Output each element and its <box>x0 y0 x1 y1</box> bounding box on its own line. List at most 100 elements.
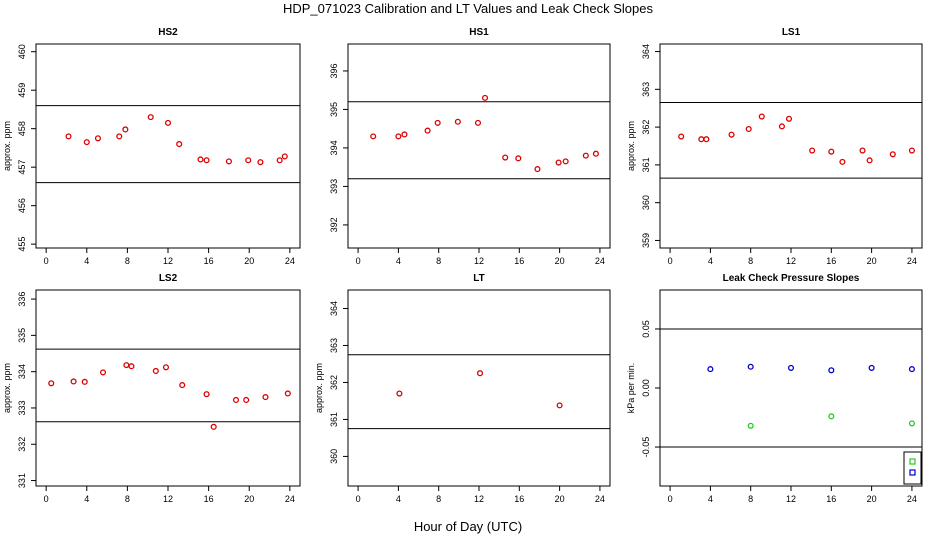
data-point <box>401 131 408 138</box>
x-tick-label: 24 <box>595 494 605 504</box>
x-tick-label: 0 <box>356 256 361 266</box>
x-tick-label: 12 <box>163 256 173 266</box>
data-point <box>123 362 130 369</box>
data-point <box>81 378 88 385</box>
panel-title: LS1 <box>782 27 801 38</box>
x-tick-label: 20 <box>555 494 565 504</box>
panel-2: HS1 0 4 8 12 16 20 24 392 393 394 395 396 <box>329 27 611 266</box>
data-point <box>197 156 204 163</box>
x-tick-label: 24 <box>907 494 917 504</box>
y-axis-label: approx. ppm <box>626 121 636 171</box>
data-point <box>828 367 835 374</box>
data-point <box>99 369 107 376</box>
y-tick-label: 456 <box>17 198 27 213</box>
x-tick-label: 20 <box>244 256 254 266</box>
x-tick-label: 4 <box>708 494 713 504</box>
plot-frame <box>347 43 611 249</box>
data-point <box>908 420 915 427</box>
y-tick-label: 460 <box>17 44 27 59</box>
panel-6: Leak Check Pressure Slopes 0 4 8 12 16 20 24 -0.… <box>626 273 923 504</box>
x-tick-label: 12 <box>786 256 796 266</box>
panel-title: LT <box>473 273 484 284</box>
y-tick-label: -0.05 <box>641 437 651 458</box>
panel-3: LS1 0 4 8 12 16 20 24 359 360 361 362 363 364 approx. … <box>626 27 923 266</box>
data-point <box>70 378 77 385</box>
data-point <box>370 133 377 140</box>
y-tick-label: 457 <box>17 160 27 175</box>
legend-box <box>903 451 922 485</box>
x-tick-label: 0 <box>44 256 49 266</box>
y-tick-label: 364 <box>641 44 651 59</box>
x-tick-label: 20 <box>867 494 877 504</box>
y-tick-label: 394 <box>329 140 339 155</box>
y-tick-label: 332 <box>17 437 27 452</box>
x-tick-label: 16 <box>514 256 524 266</box>
data-point <box>828 148 835 155</box>
data-point <box>866 157 873 164</box>
data-point <box>908 147 915 154</box>
data-point <box>747 363 754 370</box>
x-tick-label: 0 <box>668 494 673 504</box>
panel-5: LT 0 4 8 12 16 20 24 360 361 362 363 364 approx. ppm <box>314 273 611 504</box>
data-point <box>203 157 210 164</box>
panel-1: HS2 0 4 8 12 16 20 24 455 456 457 458 459 460 approx. … <box>2 27 301 266</box>
x-tick-label: 4 <box>708 256 713 266</box>
plot-frame <box>35 289 301 487</box>
y-tick-label: 334 <box>17 364 27 379</box>
x-tick-label: 16 <box>204 256 214 266</box>
x-tick-label: 8 <box>436 494 441 504</box>
data-point <box>94 135 101 142</box>
data-point <box>828 413 835 420</box>
data-point <box>48 380 55 387</box>
data-point <box>839 158 846 165</box>
y-tick-label: 359 <box>641 233 651 248</box>
data-point <box>395 133 402 140</box>
x-tick-label: 16 <box>826 256 836 266</box>
data-point <box>481 94 489 101</box>
data-point <box>164 119 172 126</box>
x-tick-label: 4 <box>84 256 89 266</box>
y-tick-label: 361 <box>329 412 339 427</box>
data-point <box>176 141 183 148</box>
data-point <box>785 115 793 122</box>
panel-title: Leak Check Pressure Slopes <box>723 273 860 284</box>
data-point <box>245 157 252 164</box>
data-point <box>210 423 217 430</box>
data-point <box>83 139 90 146</box>
data-point <box>179 382 186 389</box>
data-point <box>122 126 129 133</box>
y-tick-label: 360 <box>641 195 651 210</box>
y-tick-label: 459 <box>17 83 27 98</box>
x-tick-label: 8 <box>125 494 130 504</box>
x-tick-label: 12 <box>786 494 796 504</box>
x-tick-label: 16 <box>204 494 214 504</box>
y-tick-label: 331 <box>17 473 27 488</box>
plot-frame <box>659 289 923 487</box>
data-point <box>162 364 170 371</box>
x-tick-label: 20 <box>244 494 254 504</box>
data-point <box>65 133 72 140</box>
panel-title: HS2 <box>158 27 178 38</box>
y-axis-label: approx. ppm <box>314 363 324 413</box>
y-tick-label: 455 <box>17 237 27 252</box>
y-tick-label: 392 <box>329 217 339 232</box>
plot-frame <box>35 43 301 249</box>
y-axis-label: approx. ppm <box>2 121 12 171</box>
data-point <box>728 131 735 138</box>
x-tick-label: 4 <box>84 494 89 504</box>
data-point <box>745 125 752 133</box>
x-tick-label: 16 <box>514 494 524 504</box>
panel-title: HS1 <box>469 27 489 38</box>
y-tick-label: 333 <box>17 400 27 415</box>
data-point <box>262 394 269 401</box>
data-point <box>555 159 562 166</box>
x-tick-label: 20 <box>867 256 877 266</box>
data-point <box>152 367 159 374</box>
data-point <box>859 147 866 154</box>
y-tick-label: 362 <box>641 120 651 135</box>
data-point <box>502 154 509 161</box>
data-point <box>476 370 484 377</box>
data-point <box>889 151 896 158</box>
